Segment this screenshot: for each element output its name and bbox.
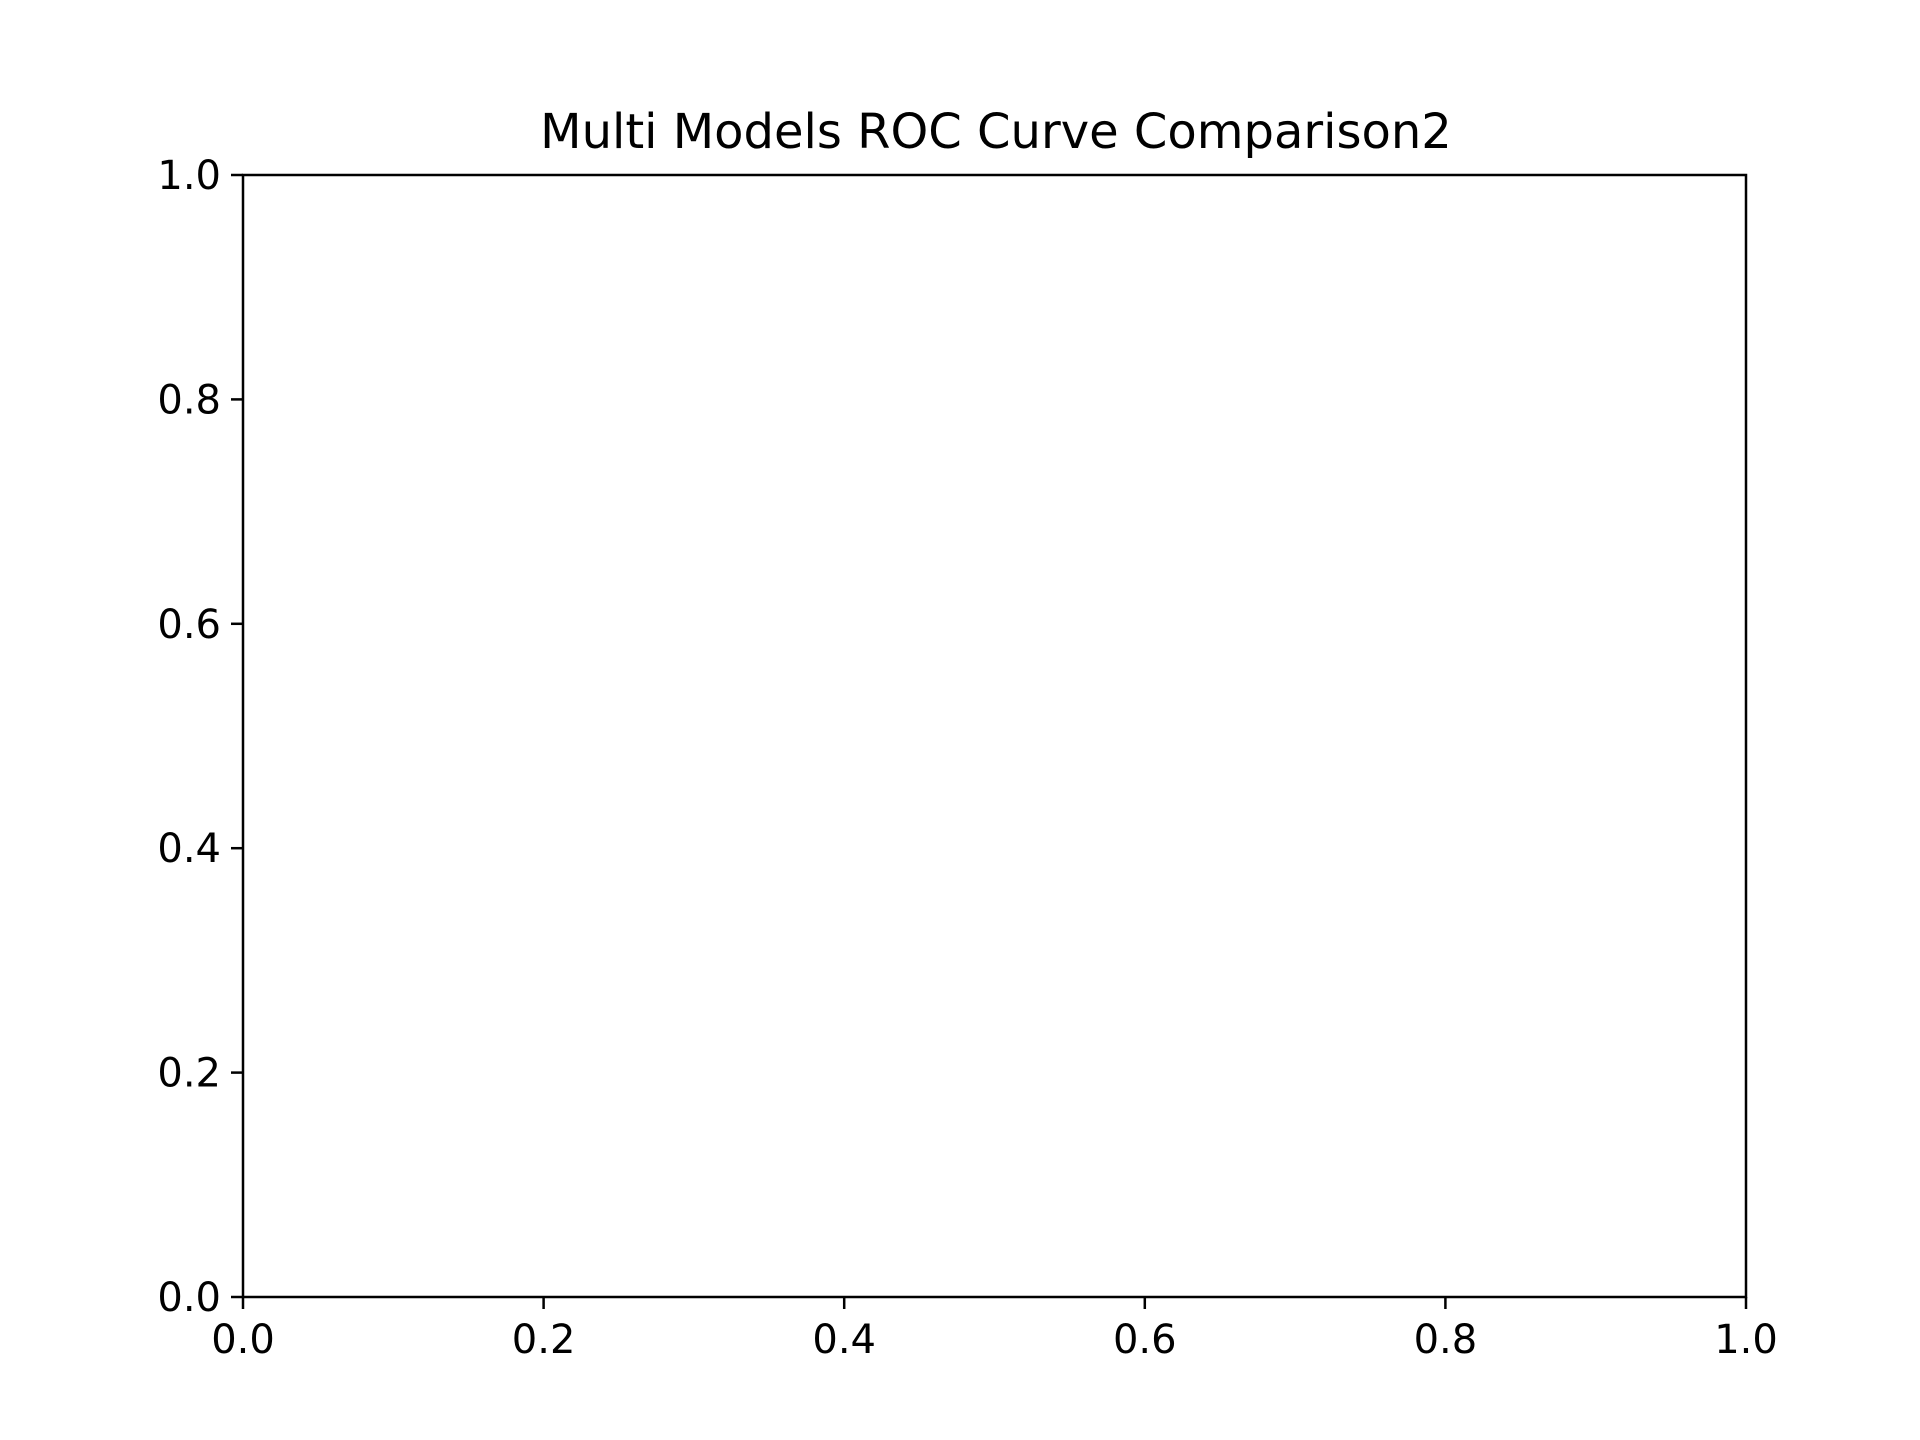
y-tick-label: 0.6 [157,602,221,648]
x-axis: 0.0 0.2 0.4 0.6 0.8 1.0 [211,1297,1778,1363]
x-tick-label: 0.6 [1113,1317,1177,1363]
y-tick-label: 0.4 [157,826,221,872]
x-tick-label: 0.0 [211,1317,275,1363]
plot-area [241,173,1748,1299]
y-tick-label: 0.8 [157,377,221,423]
axes-frame [241,173,1748,1299]
y-tick-label: 0.0 [157,1275,221,1321]
x-tick-label: 1.0 [1714,1317,1778,1363]
x-tick-label: 0.2 [512,1317,576,1363]
y-tick-label: 0.2 [157,1051,221,1097]
y-tick-label: 1.0 [157,153,221,199]
x-tick-label: 0.4 [812,1317,876,1363]
y-axis: 0.0 0.2 0.4 0.6 0.8 1.0 [157,153,243,1321]
chart-title: Multi Models ROC Curve Comparison2 [540,104,1452,160]
x-tick-label: 0.8 [1414,1317,1478,1363]
